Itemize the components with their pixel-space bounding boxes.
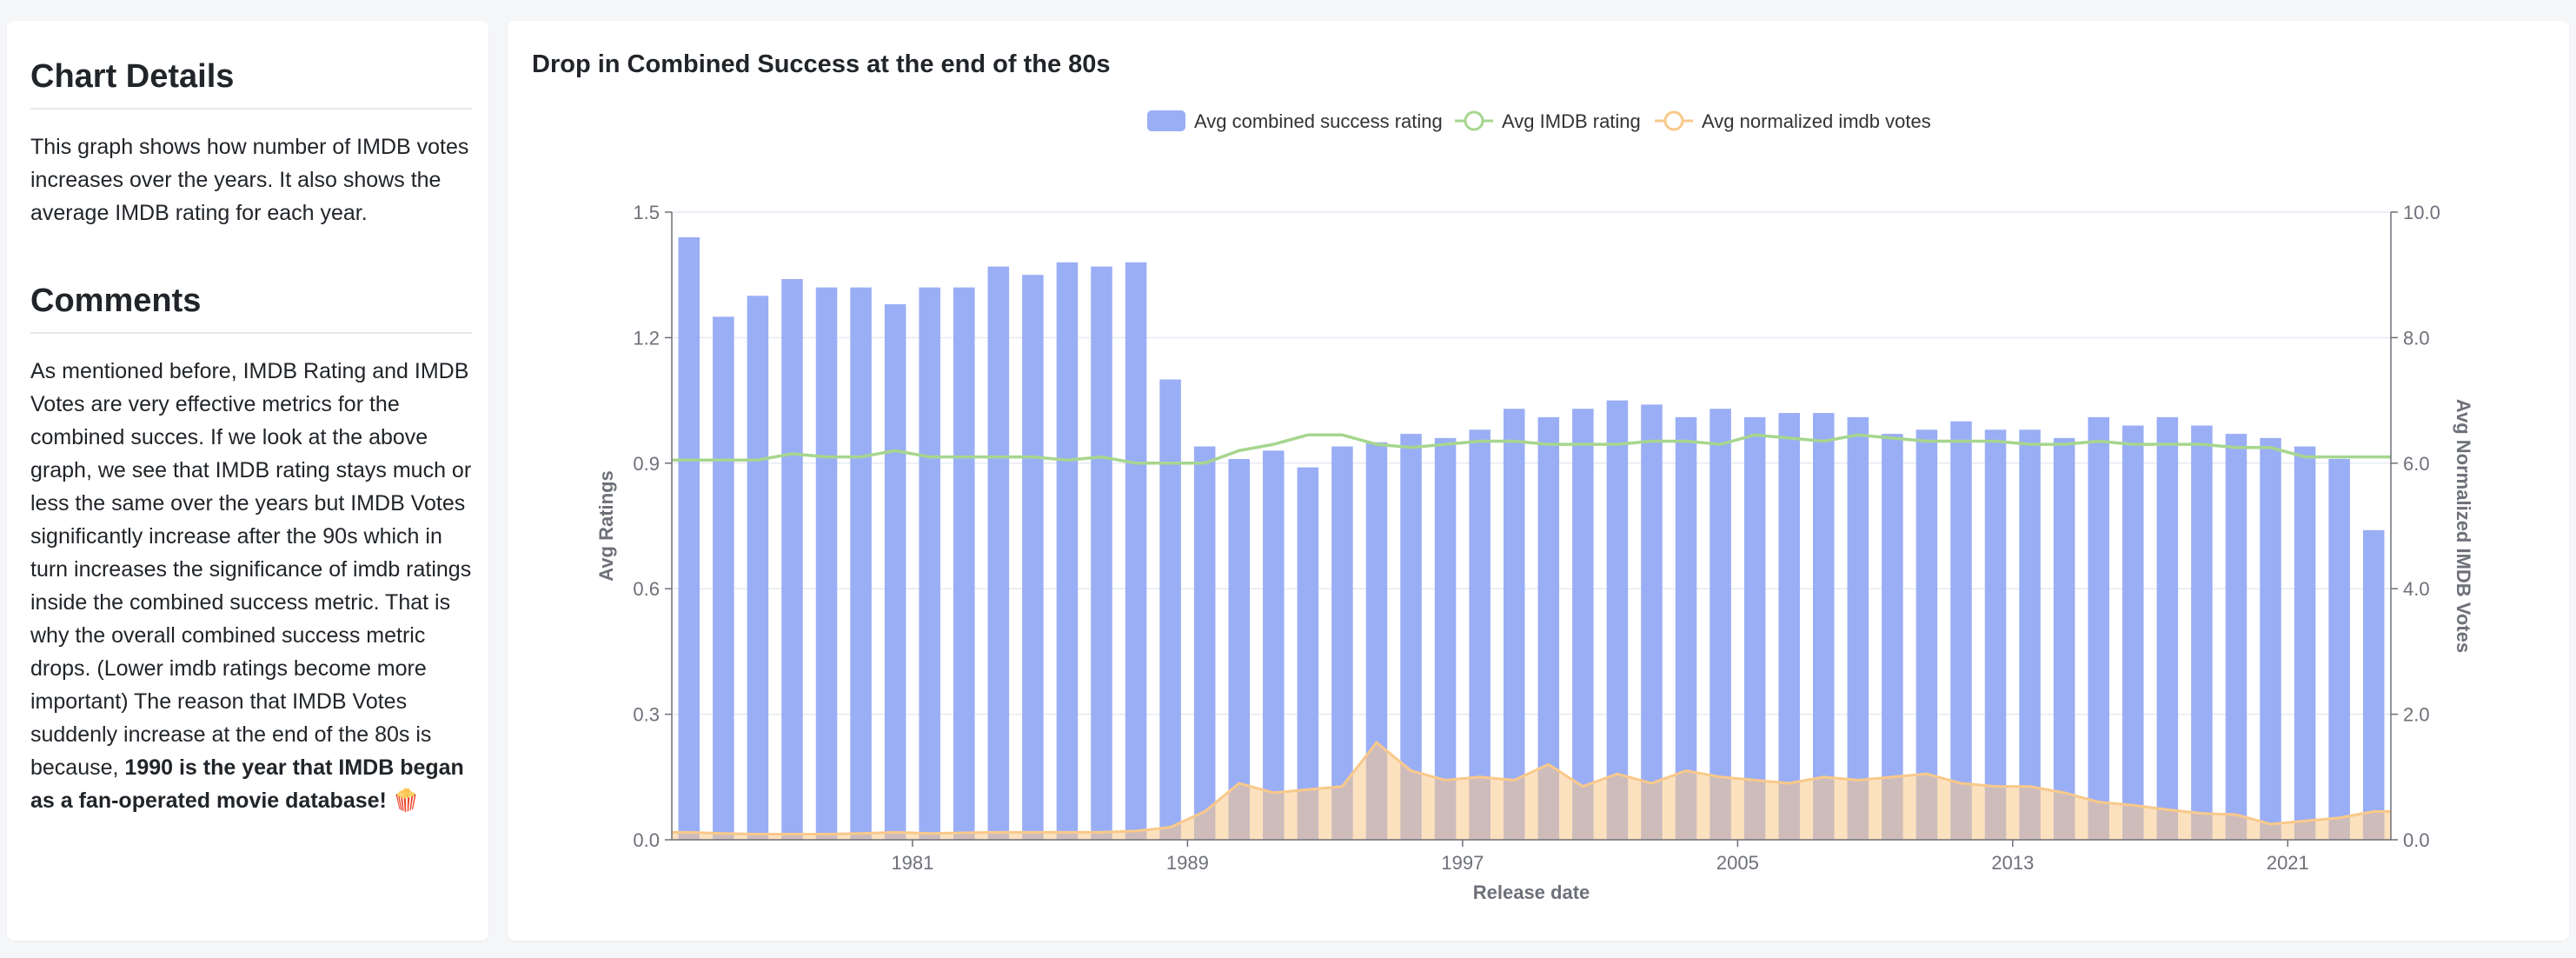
bar: [713, 316, 734, 840]
bar: [2260, 437, 2281, 840]
bar: [2053, 437, 2075, 840]
bar: [747, 296, 769, 840]
combined-chart: 0.0 0.3 0.6 0.9 1.2 1.5 0.0 2.0 4.0 6.0 8.0 10.0 198…: [595, 110, 2474, 903]
bar: [1572, 409, 1594, 840]
x-tick-label: 2013: [1991, 852, 2034, 874]
bar: [1159, 379, 1181, 840]
bar: [1434, 437, 1457, 840]
bar: [2225, 434, 2247, 840]
y-axis-right-title: Avg Normalized IMDB Votes: [2453, 399, 2474, 653]
legend-swatch-marker: [1663, 110, 1684, 131]
x-tick-label: 2021: [2267, 852, 2309, 874]
bar: [2362, 529, 2385, 840]
bar: [850, 287, 872, 840]
sidebar-panel: Chart Details This graph shows how numbe…: [7, 21, 488, 941]
bar: [1778, 413, 1800, 840]
bar: [2088, 416, 2110, 840]
bar: [953, 287, 975, 840]
x-tick-label: 1989: [1166, 852, 1209, 874]
comments-text: As mentioned before, IMDB Rating and IMD…: [30, 355, 472, 817]
x-axis-title: Release date: [1473, 881, 1590, 903]
legend-swatch-bar: [1147, 110, 1185, 131]
y-right-tick-label: 4.0: [2403, 578, 2430, 600]
bar: [2294, 446, 2316, 840]
bar: [1606, 400, 1629, 840]
chart-title: Drop in Combined Success at the end of t…: [532, 50, 1111, 78]
rating-line: [672, 433, 2391, 465]
bar: [815, 287, 838, 840]
legend-label: Avg normalized imdb votes: [1702, 110, 1931, 132]
y-tick-label: 0.0: [633, 829, 660, 851]
y-right-tick-label: 2.0: [2403, 704, 2430, 726]
bar: [1056, 262, 1079, 840]
bar: [678, 236, 700, 840]
bar: [1984, 429, 2007, 840]
bar: [1503, 409, 1525, 840]
sidebar-content: Chart Details This graph shows how numbe…: [30, 42, 472, 854]
bar: [1469, 429, 1490, 840]
bar: [1263, 450, 1285, 840]
bar: [2191, 425, 2213, 840]
bar: [1847, 416, 1869, 840]
bar: [2019, 429, 2041, 840]
bar: [919, 287, 940, 840]
y-right-tick-label: 8.0: [2403, 327, 2430, 349]
bar: [2156, 416, 2179, 840]
y-right-tick-label: 6.0: [2403, 453, 2430, 475]
bar: [1812, 413, 1835, 840]
bar: [1641, 404, 1663, 840]
bar: [1882, 434, 1903, 840]
x-tick-label: 1981: [891, 852, 933, 874]
y-tick-label: 1.5: [633, 202, 660, 223]
y-right-tick-label: 10.0: [2403, 202, 2440, 223]
votes-area: [672, 742, 2391, 840]
bar: [1193, 446, 1216, 840]
chart-card: Drop in Combined Success at the end of t…: [508, 21, 2569, 941]
bar: [2122, 425, 2144, 840]
bar: [2328, 458, 2350, 840]
legend-label: Avg IMDB rating: [1502, 110, 1641, 132]
y-axis-left-title: Avg Ratings: [595, 470, 617, 582]
y-tick-label: 0.6: [633, 578, 660, 600]
bar: [1022, 275, 1044, 840]
y-right-tick-label: 0.0: [2403, 829, 2430, 851]
comments-highlight: 1990 is the year that IMDB began as a fa…: [30, 755, 464, 813]
bar: [884, 303, 906, 841]
bar: [1743, 416, 1766, 840]
bar: [1710, 409, 1731, 840]
x-tick-label: 1997: [1441, 852, 1484, 874]
bar: [781, 279, 803, 841]
chart-details-heading: Chart Details: [30, 42, 472, 110]
bar: [1331, 446, 1353, 840]
bar: [1091, 266, 1112, 840]
bar: [1297, 467, 1319, 840]
y-tick-label: 0.3: [633, 704, 660, 726]
bar: [1915, 429, 1938, 840]
comments-body: As mentioned before, IMDB Rating and IMD…: [30, 358, 472, 780]
legend-swatch-marker: [1464, 110, 1484, 131]
y-tick-label: 0.9: [633, 453, 660, 475]
y-tick-label: 1.2: [633, 327, 660, 349]
bar: [1675, 416, 1697, 840]
legend-label: Avg combined success rating: [1194, 110, 1443, 132]
chart-details-text: This graph shows how number of IMDB vote…: [30, 134, 469, 225]
bar: [1228, 458, 1251, 840]
comments-heading: Comments: [30, 266, 472, 334]
bar: [1950, 421, 1972, 840]
votes-line: [672, 740, 2391, 836]
bar: [987, 266, 1010, 840]
x-tick-label: 2005: [1716, 852, 1759, 874]
bar: [1125, 262, 1147, 840]
